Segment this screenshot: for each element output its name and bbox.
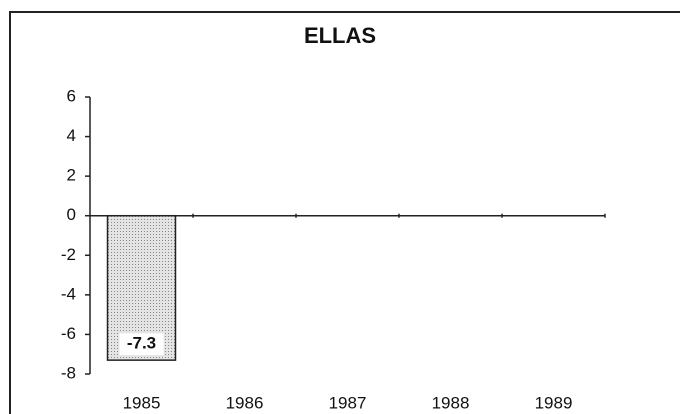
x-tick-label: 1988 bbox=[432, 393, 470, 412]
data-label-bg bbox=[119, 333, 164, 356]
data-label: -7.3 bbox=[127, 334, 156, 353]
chart-title: ELLAS bbox=[304, 23, 376, 48]
y-tick-label: -6 bbox=[61, 324, 76, 343]
y-tick-label: 6 bbox=[67, 86, 76, 105]
x-tick-label: 1989 bbox=[535, 393, 573, 412]
y-tick-label: 2 bbox=[67, 166, 76, 185]
y-tick-label: -4 bbox=[61, 284, 76, 303]
x-tick-label: 1985 bbox=[123, 393, 161, 412]
y-tick-label: -2 bbox=[61, 245, 76, 264]
y-tick-label: -8 bbox=[61, 363, 76, 382]
y-tick-label: 4 bbox=[67, 126, 76, 145]
x-tick-label: 1987 bbox=[329, 393, 367, 412]
y-tick-label: 0 bbox=[67, 205, 76, 224]
x-tick-label: 1986 bbox=[226, 393, 264, 412]
